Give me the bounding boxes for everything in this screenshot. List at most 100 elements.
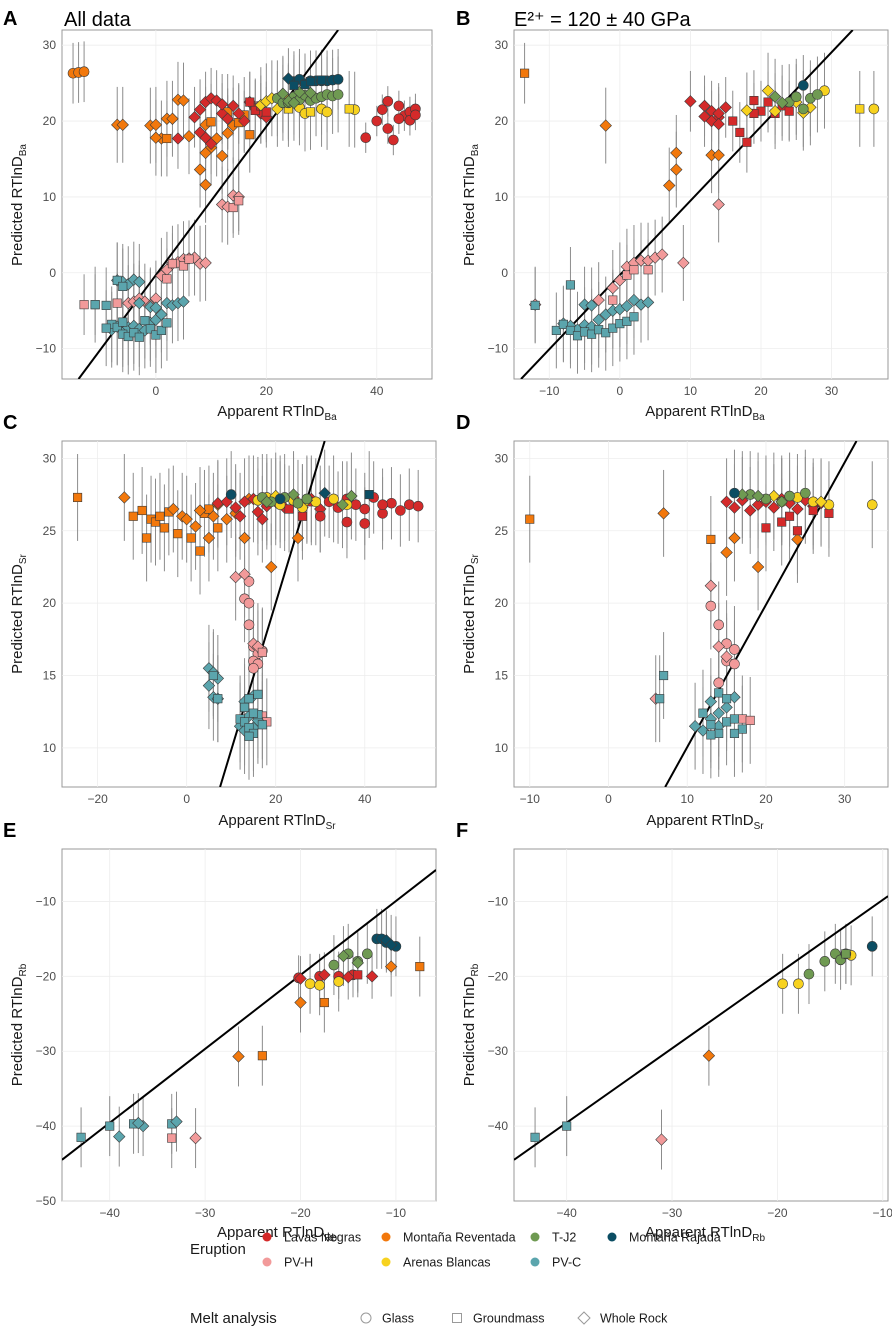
data-point-pv-c	[112, 275, 122, 285]
y-tick-label: −10	[36, 894, 57, 908]
data-point-lavas-negras	[382, 96, 394, 107]
data-point-pv-c	[90, 300, 100, 310]
x-tick-label: 30	[838, 792, 852, 806]
data-point-montana-reventada	[294, 996, 307, 1009]
data-point-pv-c	[213, 694, 223, 704]
data-point-montana-reventada	[670, 146, 683, 160]
data-point-t-j2	[301, 493, 313, 505]
data-point-montana-reventada	[751, 560, 765, 574]
data-point-montana-rajada	[384, 938, 398, 952]
data-point-pv-h	[705, 600, 717, 612]
data-point-montana-reventada	[213, 523, 223, 533]
data-point-montana-reventada	[232, 1050, 245, 1063]
panel-letter: D	[456, 412, 470, 434]
legend-item-montana-reventada: Montaña Reventada	[381, 1231, 516, 1245]
data-point-montana-reventada	[193, 163, 207, 176]
data-point-pv-c	[257, 720, 267, 730]
data-point-lavas-negras	[767, 501, 781, 514]
data-point-arenas-blancas	[761, 84, 775, 97]
data-point-pv-c	[134, 332, 144, 342]
y-axis-title: Predicted RTlnDRb	[9, 963, 29, 1086]
data-point-montana-reventada	[149, 131, 163, 144]
data-point-pv-c	[156, 325, 166, 335]
data-point-montana-reventada	[220, 513, 233, 526]
data-point-montana-reventada	[182, 130, 196, 143]
data-point-pv-c	[659, 670, 669, 681]
data-point-lavas-negras	[719, 101, 732, 114]
data-point-arenas-blancas	[868, 103, 880, 115]
data-point-lavas-negras	[359, 518, 371, 529]
data-point-lavas-negras	[360, 132, 372, 144]
data-point-montana-reventada	[257, 1051, 267, 1061]
legend-shape-whole-rock	[577, 1311, 591, 1325]
x-tick-label: −40	[100, 1206, 121, 1220]
data-point-pv-c	[562, 1121, 572, 1131]
data-point-pv-h	[79, 300, 89, 310]
data-point-pv-c	[140, 316, 150, 326]
y-axis-title: Predicted RTlnDSr	[9, 553, 29, 673]
data-point-pv-c	[208, 670, 218, 681]
data-point-lavas-negras	[250, 105, 260, 115]
data-point-montana-rajada	[225, 489, 237, 500]
data-point-lavas-negras	[712, 117, 725, 131]
legend-label: PV-H	[284, 1256, 313, 1270]
legend: Eruption Lavas Negras Montaña Reventada T-J…	[190, 1231, 721, 1328]
y-axis-title: Predicted RTlnDSr	[461, 553, 481, 673]
data-point-montana-reventada	[215, 149, 229, 163]
y-tick-label: 25	[495, 524, 509, 538]
y-tick-label: 15	[495, 669, 509, 683]
data-point-montana-reventada	[118, 491, 131, 504]
data-point-t-j2	[812, 89, 823, 100]
data-point-montana-reventada	[520, 68, 530, 78]
x-tick-label: −20	[767, 1206, 788, 1220]
data-point-lavas-negras	[294, 972, 307, 985]
y-tick-label: 30	[43, 451, 57, 465]
data-point-montana-reventada	[177, 94, 190, 107]
data-point-pv-c	[620, 299, 634, 313]
x-tick-label: −20	[87, 792, 108, 806]
legend-swatch	[530, 1232, 540, 1242]
x-axis-title: Apparent RTlnDBa	[217, 403, 337, 423]
data-point-pv-h	[228, 202, 238, 213]
data-point-pv-h	[112, 298, 122, 308]
data-point-montana-reventada	[791, 533, 804, 546]
data-point-pv-h	[184, 254, 194, 264]
data-point-montana-reventada	[186, 533, 196, 543]
panel-letter: E	[3, 820, 16, 842]
data-point-lavas-negras	[777, 517, 787, 527]
data-point-pv-c	[714, 688, 724, 698]
data-point-montana-reventada	[167, 502, 180, 516]
plot-area	[61, 848, 437, 1202]
data-point-pv-c	[248, 708, 259, 718]
data-point-arenas-blancas	[768, 105, 782, 118]
data-point-t-j2	[775, 495, 788, 508]
legend-item-lavas-negras: Lavas Negras	[262, 1231, 361, 1245]
data-point-lavas-negras	[720, 495, 733, 508]
data-point-lavas-negras	[365, 970, 379, 983]
legend-label: Arenas Blancas	[403, 1256, 491, 1270]
panel-f: −40 −30 −20 −10 −40 −30 −20 −10 F Apparent RTlnDR…	[456, 820, 892, 1244]
legend-melt-title: Melt analysis	[190, 1310, 277, 1327]
legend-swatch	[381, 1257, 391, 1267]
data-point-pv-c	[720, 701, 733, 714]
x-tick-label: −30	[662, 1206, 683, 1220]
data-point-t-j2	[287, 96, 301, 110]
data-layer	[514, 895, 888, 1170]
panel-a: 0 20 40 −10 0 10 20 30 A All data Apparent RTlnDBa…	[3, 8, 433, 423]
data-point-montana-rajada	[305, 77, 316, 87]
data-point-t-j2	[841, 949, 851, 959]
data-point-pv-c	[558, 319, 568, 329]
data-point-lavas-negras	[728, 501, 741, 514]
x-tick-label: 0	[183, 792, 190, 806]
legend-label: Montaña Reventada	[403, 1231, 516, 1245]
data-point-arenas-blancas	[333, 976, 344, 987]
data-point-pv-h	[677, 256, 690, 270]
data-point-pv-h	[592, 293, 605, 307]
data-point-montana-reventada	[128, 511, 138, 521]
data-point-pv-c	[177, 295, 190, 308]
data-point-lavas-negras	[792, 526, 803, 536]
legend-swatch	[381, 1232, 391, 1242]
data-point-montana-reventada	[189, 520, 202, 533]
data-point-montana-rajada	[798, 80, 809, 91]
data-point-pv-c	[641, 296, 655, 309]
